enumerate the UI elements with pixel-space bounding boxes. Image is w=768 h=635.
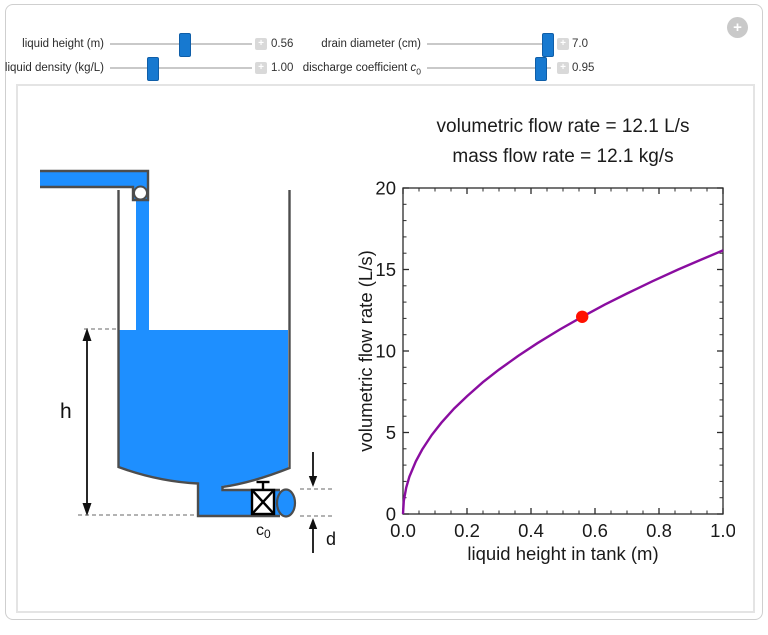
y-tick-label: 10 xyxy=(375,341,396,362)
slider-value-liquid-density: 1.00 xyxy=(271,62,294,74)
y-tick-label: 15 xyxy=(375,259,396,280)
plus-icon: + xyxy=(258,62,264,73)
plus-icon: + xyxy=(560,38,566,49)
plus-icon: + xyxy=(258,38,264,49)
valve-coefficient-label: c0 xyxy=(256,522,271,541)
add-control-button[interactable]: + xyxy=(727,17,748,38)
y-tick-label: 0 xyxy=(386,504,396,525)
slider-label-drain-diameter: drain diameter (cm) xyxy=(321,38,421,50)
flow-rate-chart: 0.0 0.2 0.4 0.6 0.8 1.0 0 5 10 15 20 xyxy=(375,180,735,541)
slider-thumb[interactable] xyxy=(179,33,191,57)
slider-label-discharge-coefficient: discharge coefficient c0 xyxy=(300,62,421,76)
y-tick-label: 20 xyxy=(375,180,396,199)
drain-pipe-end-cap xyxy=(275,488,297,518)
expand-button[interactable]: + xyxy=(557,62,569,74)
slider-track[interactable] xyxy=(427,67,551,69)
slider-value-liquid-height: 0.56 xyxy=(271,38,294,50)
slider-value-discharge-coefficient: 0.95 xyxy=(572,62,595,74)
slider-thumb[interactable] xyxy=(542,33,554,57)
slider-track[interactable] xyxy=(427,43,551,45)
slider-thumb[interactable] xyxy=(535,57,547,81)
expand-button[interactable]: + xyxy=(557,38,569,50)
expand-button[interactable]: + xyxy=(255,62,267,74)
height-label: h xyxy=(60,400,72,423)
x-axis-label: liquid height in tank (m) xyxy=(467,543,659,564)
pipe-elbow-joint-icon xyxy=(133,185,148,201)
height-arrow xyxy=(82,328,92,516)
label-text: discharge coefficient xyxy=(302,62,411,74)
volumetric-flow-readout: volumetric flow rate = 12.1 L/s xyxy=(436,116,690,137)
slider-track[interactable] xyxy=(110,67,252,69)
mass-flow-readout: mass flow rate = 12.1 kg/s xyxy=(452,146,674,167)
reference-dashes xyxy=(78,328,333,517)
tank-diagram: h d c0 xyxy=(40,169,336,553)
slider-label-liquid-density: liquid density (kg/L) xyxy=(4,62,104,74)
plot-frame xyxy=(402,187,724,515)
flow-rate-curve xyxy=(401,249,724,515)
slider-label-liquid-height: liquid height (m) xyxy=(22,38,104,50)
label-subscript: 0 xyxy=(416,66,421,77)
plus-icon: + xyxy=(560,62,566,73)
operating-point xyxy=(576,310,589,323)
tank-liquid xyxy=(118,330,288,516)
tank-left-wall xyxy=(117,190,280,518)
x-tick-label: 0.2 xyxy=(454,520,480,541)
x-tick-label: 0.6 xyxy=(582,520,608,541)
slider-value-drain-diameter: 7.0 xyxy=(572,38,588,50)
liquid-stream xyxy=(136,184,149,330)
diameter-arrows xyxy=(308,452,318,553)
tank-right-wall xyxy=(221,190,291,492)
x-tick-label: 1.0 xyxy=(710,520,735,541)
y-tick-label: 5 xyxy=(386,422,396,443)
x-tick-label: 0.0 xyxy=(390,520,416,541)
drain-valve-icon xyxy=(250,480,276,516)
diameter-label: d xyxy=(326,529,336,549)
x-tick-label: 0.4 xyxy=(518,520,544,541)
plus-circle-icon: + xyxy=(733,19,742,36)
x-tick-label: 0.8 xyxy=(646,520,672,541)
inlet-pipe xyxy=(40,171,148,200)
expand-button[interactable]: + xyxy=(255,38,267,50)
slider-thumb[interactable] xyxy=(147,57,159,81)
label-variable: c xyxy=(410,62,417,74)
